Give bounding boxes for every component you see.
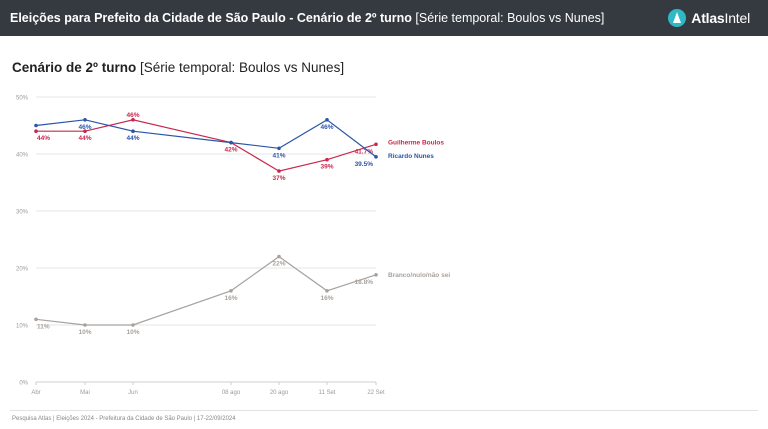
atlas-logo-icon bbox=[668, 9, 687, 27]
y-tick-label: 50% bbox=[16, 96, 29, 102]
y-tick-label: 20% bbox=[16, 267, 29, 273]
data-label: 46% bbox=[78, 124, 91, 131]
data-point bbox=[34, 317, 38, 322]
data-label: 22% bbox=[272, 261, 285, 268]
data-label: 10% bbox=[126, 329, 139, 336]
x-tick-label: 22 Set bbox=[367, 390, 385, 396]
data-point bbox=[131, 323, 135, 327]
data-point bbox=[83, 323, 87, 327]
top-bar: Eleições para Prefeito da Cidade de São … bbox=[0, 0, 768, 36]
series-line bbox=[35, 255, 377, 326]
data-point bbox=[325, 289, 329, 293]
data-label: 16% bbox=[224, 295, 237, 302]
chart-heading: Cenário de 2º turno [Série temporal: Bou… bbox=[12, 60, 344, 75]
x-tick-label: Jun bbox=[128, 390, 138, 396]
data-label: 46% bbox=[320, 124, 333, 131]
data-point bbox=[374, 155, 378, 159]
chart-heading-main: Cenário de 2º turno bbox=[12, 60, 137, 75]
data-point bbox=[131, 118, 135, 122]
data-point bbox=[83, 118, 87, 122]
data-label: 37% bbox=[272, 175, 285, 182]
y-tick-label: 40% bbox=[16, 153, 29, 159]
data-label: 44% bbox=[78, 135, 91, 142]
data-label: 39.5% bbox=[355, 161, 374, 168]
data-label: 42% bbox=[224, 147, 237, 154]
logo-text-bold: Atlas bbox=[691, 10, 725, 26]
data-point bbox=[325, 157, 329, 162]
page-title-main: Eleições para Prefeito da Cidade de São … bbox=[10, 11, 412, 25]
logo-text: AtlasIntel bbox=[691, 10, 750, 26]
page-title-sub: [Série temporal: Boulos vs Nunes] bbox=[415, 11, 605, 25]
data-point bbox=[374, 273, 378, 277]
x-tick-label: Mai bbox=[80, 390, 90, 396]
data-label: 46% bbox=[126, 112, 139, 119]
data-point bbox=[277, 254, 281, 259]
y-tick-label: 30% bbox=[16, 210, 29, 216]
data-point bbox=[34, 123, 38, 128]
data-label: 41.7% bbox=[355, 148, 374, 155]
chart-heading-sub: [Série temporal: Boulos vs Nunes] bbox=[139, 60, 345, 75]
x-tick-label: 20 ago bbox=[270, 390, 289, 396]
data-point bbox=[374, 142, 378, 147]
series-name-label: Ricardo Nunes bbox=[388, 153, 434, 160]
line-chart: 0% 10% 20% 30% 40% 50% Abr Mai Jun 08 ago 20 ago 11… bbox=[16, 96, 450, 397]
data-point bbox=[34, 129, 38, 133]
series-name-label: Branco/nulo/não sei bbox=[388, 272, 450, 279]
y-tick-label: 0% bbox=[19, 381, 28, 387]
footer-divider bbox=[10, 410, 758, 411]
logo-text-light: Intel bbox=[724, 10, 751, 26]
y-tick-label: 10% bbox=[16, 324, 29, 330]
data-label: 11% bbox=[37, 323, 50, 330]
series-name-label: Guilherme Boulos bbox=[388, 139, 444, 146]
data-label: 18.8% bbox=[355, 279, 374, 286]
data-point bbox=[325, 118, 329, 122]
data-label: 39% bbox=[320, 164, 333, 171]
footer-source: Pesquisa Atlas | Eleições 2024 - Prefeit… bbox=[12, 416, 236, 422]
page-title: Eleições para Prefeito da Cidade de São … bbox=[10, 0, 604, 36]
data-point bbox=[277, 146, 281, 151]
data-label: 16% bbox=[320, 295, 333, 302]
data-point bbox=[229, 289, 233, 293]
x-tick-label: 08 ago bbox=[222, 390, 241, 396]
x-tick-label: Abr bbox=[31, 390, 40, 396]
data-point bbox=[131, 129, 135, 133]
x-tick-label: 11 Set bbox=[319, 390, 336, 396]
data-point bbox=[277, 169, 281, 173]
data-label: 44% bbox=[126, 135, 139, 142]
atlasintel-logo: AtlasIntel bbox=[668, 8, 750, 28]
data-point bbox=[229, 140, 233, 145]
data-label: 10% bbox=[78, 329, 91, 336]
data-label: 41% bbox=[272, 152, 285, 159]
data-point bbox=[83, 129, 87, 133]
data-label: 44% bbox=[37, 135, 50, 142]
